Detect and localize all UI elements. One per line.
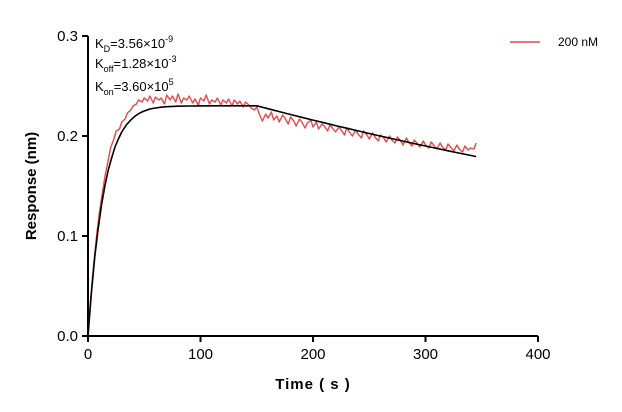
y-tick-label: 0.3 — [57, 28, 78, 45]
fit-curve-line — [87, 105, 477, 337]
kinetics-annotations: KD=3.56×10-9 Koff=1.28×10-3 Kon=3.60×105 — [95, 34, 176, 97]
y-tick-label: 0.2 — [57, 128, 78, 145]
series-line-200nm — [87, 93, 477, 337]
legend-label-200nm: 200 nM — [558, 35, 598, 49]
y-tick-label: 0.1 — [57, 228, 78, 245]
axes: 0 100 200 300 400 0.0 0.1 0.2 0.3 Time ( s ) Respo… — [23, 28, 551, 393]
x-axis-title: Time ( s ) — [275, 376, 351, 393]
x-tick-label: 400 — [525, 346, 550, 363]
kd-annotation: KD=3.56×10-9 — [95, 34, 173, 54]
y-tick-label: 0.0 — [57, 328, 78, 345]
koff-annotation: Koff=1.28×10-3 — [95, 54, 176, 74]
chart-legend: 200 nM — [510, 35, 598, 49]
series-group — [87, 93, 477, 337]
x-tick-label: 200 — [300, 346, 325, 363]
y-axis-title: Response (nm) — [23, 132, 40, 240]
x-tick-label: 300 — [413, 346, 438, 363]
x-tick-label: 100 — [188, 346, 213, 363]
x-tick-label: 0 — [84, 346, 92, 363]
kon-annotation: Kon=3.60×105 — [95, 77, 174, 97]
